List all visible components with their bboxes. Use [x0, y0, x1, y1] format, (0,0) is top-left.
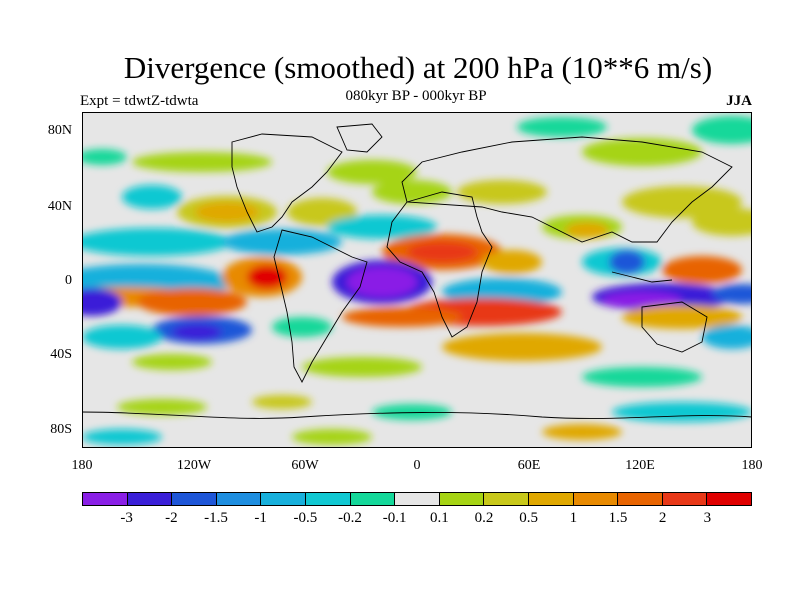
colorbar-label: -3 — [120, 510, 133, 526]
colorbar-label: -1.5 — [204, 510, 228, 526]
colorbar-label: -0.5 — [293, 510, 318, 526]
antarctica-outline — [82, 411, 752, 419]
colorbar-label: 0.2 — [474, 510, 494, 526]
colorbar-label: -0.1 — [382, 510, 407, 526]
colorbar-label: 3 — [703, 510, 712, 526]
y-tick-40N: 40N — [47, 199, 72, 214]
period-label: 080kyr BP - 000kyr BP — [345, 88, 487, 104]
colorbar-cell — [261, 493, 306, 505]
australia-outline — [641, 301, 708, 353]
north-america-outline — [231, 133, 343, 233]
y-tick-80S: 80S — [50, 422, 72, 437]
colorbar-cell — [216, 493, 262, 505]
map-canvas — [82, 112, 752, 448]
chart-title: Divergence (smoothed) at 200 hPa (10**6 … — [123, 50, 713, 85]
colorbar-cell — [707, 493, 751, 505]
south-america-outline — [273, 229, 368, 383]
x-tick-60w: 60W — [291, 458, 319, 473]
season-label: JJA — [726, 93, 752, 109]
y-tick-40S: 40S — [50, 347, 72, 362]
colorbar-cell — [127, 493, 173, 505]
colorbar-cell — [618, 493, 663, 505]
greenland-outline — [336, 123, 383, 153]
colorbar-cell — [484, 493, 529, 505]
colorbar-cell — [395, 493, 440, 505]
divergence-field — [82, 116, 752, 445]
colorbar-label: -0.2 — [338, 510, 362, 526]
y-tick-80N: 80N — [47, 123, 72, 138]
colorbar-cell — [528, 493, 574, 505]
africa-outline — [386, 191, 493, 338]
colorbar-label: 0.1 — [429, 510, 449, 526]
x-tick-180e: 180 — [741, 458, 763, 473]
coastlines — [82, 123, 752, 419]
colorbar-label: -1 — [254, 510, 267, 526]
x-tick-180w: 180 — [71, 458, 93, 473]
colorbar-label: 2 — [658, 510, 667, 526]
y-tick-0: 0 — [65, 273, 72, 288]
colorbar-cell — [350, 493, 396, 505]
eurasia-outline — [401, 136, 733, 243]
x-tick-120w: 120W — [176, 458, 212, 473]
colorbar-label: 0.5 — [519, 510, 539, 526]
colorbar-cell — [662, 493, 708, 505]
x-tick-60e: 60E — [517, 458, 541, 473]
map-frame — [82, 112, 752, 448]
colorbar-cell — [439, 493, 485, 505]
divergence-map — [82, 112, 752, 448]
colorbar — [82, 492, 752, 506]
colorbar-cell — [573, 493, 619, 505]
maritime-continent-outline — [611, 271, 673, 283]
colorbar-label: 1.5 — [608, 510, 628, 526]
x-tick-0: 0 — [413, 458, 421, 473]
colorbar-cell — [305, 493, 351, 505]
colorbar-label: 1 — [569, 510, 578, 526]
colorbar-label: -2 — [165, 510, 178, 526]
experiment-label: Expt = tdwtZ-tdwta — [80, 93, 199, 109]
colorbar-cell — [83, 493, 128, 505]
x-tick-120e: 120E — [625, 458, 655, 473]
colorbar-cell — [172, 493, 217, 505]
